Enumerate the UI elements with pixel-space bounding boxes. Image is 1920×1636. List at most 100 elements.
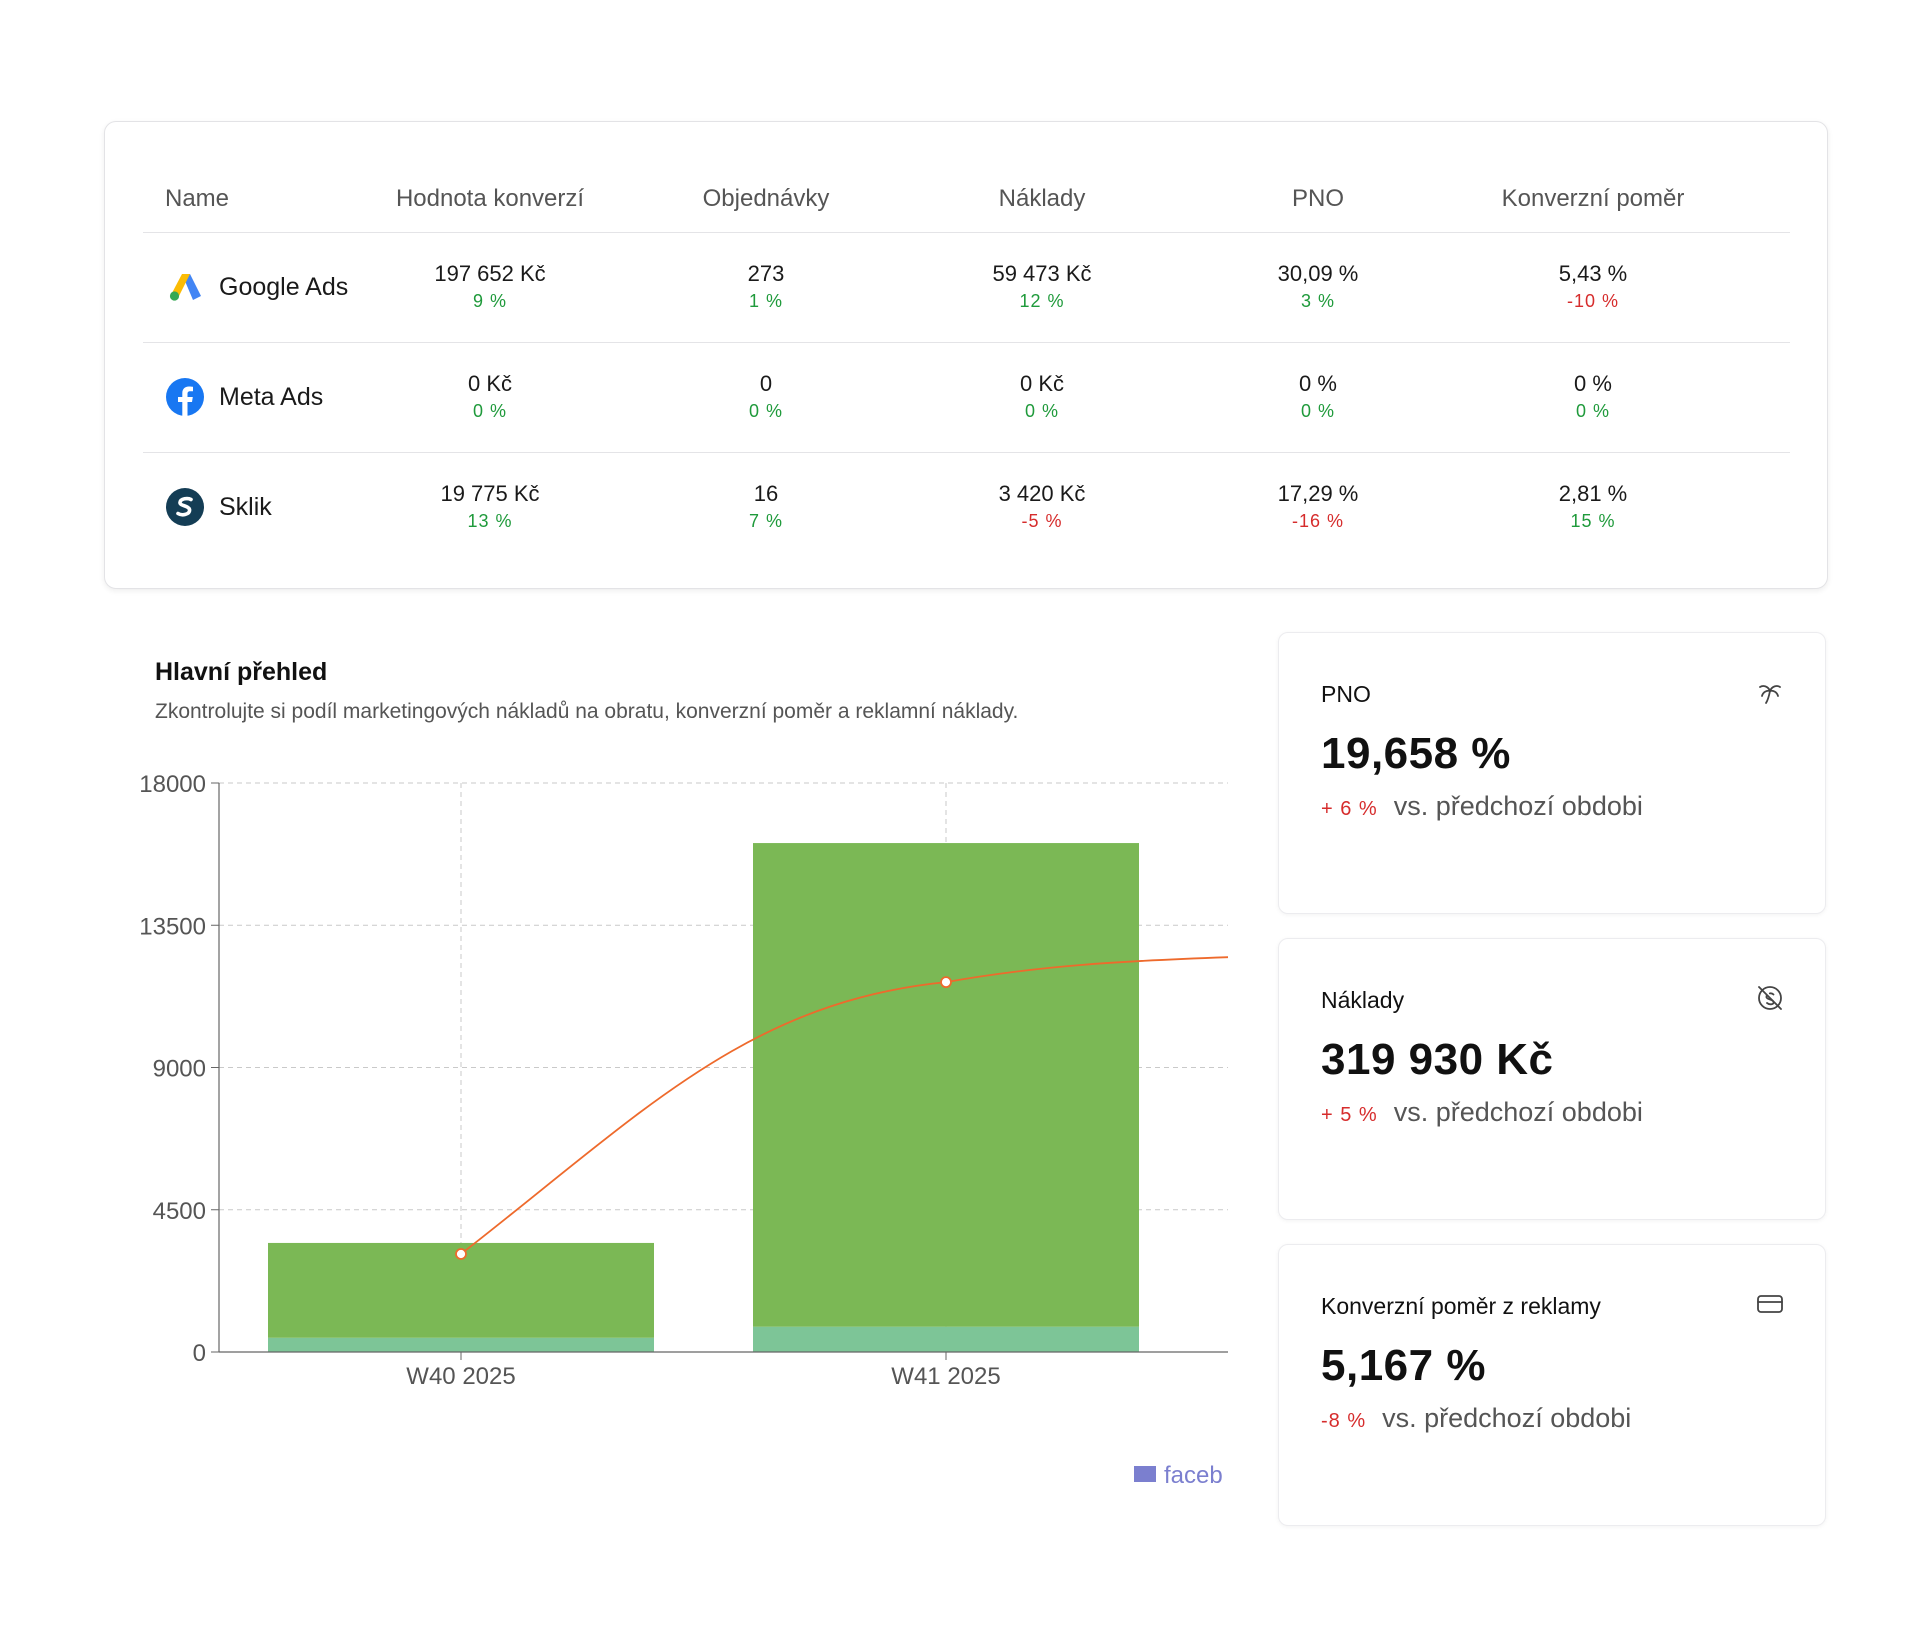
costs-cell: 3 420 Kč -5 %: [962, 480, 1122, 534]
conversion-rate-value: 5,43 %: [1558, 261, 1628, 286]
x-tick-label: W41 2025: [891, 1363, 1000, 1390]
kpi-comparison-label: vs. předchozí obdobi: [1382, 1403, 1632, 1433]
channel-name: Sklik: [219, 492, 272, 521]
kpi-title: Konverzní poměr z reklamy: [1321, 1293, 1601, 1319]
conversion-rate-value: 2,81 %: [1558, 481, 1628, 506]
column-header-conversion-value[interactable]: Hodnota konverzí: [395, 185, 585, 212]
channel-name-cell: Meta Ads: [165, 342, 323, 452]
column-header-costs[interactable]: Náklady: [998, 185, 1086, 212]
orders-cell: 273 1 %: [686, 260, 846, 314]
y-tick-label: 13500: [139, 913, 206, 940]
pno-value: 17,29 %: [1277, 481, 1359, 506]
overview-chart: 0 4500 9000 13500 18000 W40 2025 W41 2025 faceb: [139, 771, 1228, 1489]
conversion-value-change: 13 %: [467, 511, 513, 531]
conversion-rate-cell: 5,43 % -10 %: [1513, 260, 1673, 314]
conversion-rate-change: 15 %: [1570, 511, 1616, 531]
kpi-change: -8 % vs. předchozí obdobi: [1321, 1403, 1631, 1434]
kpi-change: + 6 % vs. předchozí obdobi: [1321, 791, 1643, 822]
table-row[interactable]: Sklik 19 775 Kč 13 % 16 7 % 3 420 Kč -5 …: [143, 452, 1790, 562]
table-row[interactable]: Google Ads 197 652 Kč 9 % 273 1 % 59 473…: [143, 232, 1790, 343]
pno-cell: 0 % 0 %: [1238, 370, 1398, 424]
costs-change: 12 %: [1019, 291, 1065, 311]
kpi-card-costs: Náklady 319 930 Kč + 5 % vs. předchozí o…: [1278, 938, 1826, 1220]
bar: [753, 843, 1139, 1327]
channel-name-cell: Sklik: [165, 452, 272, 562]
pno-value: 0 %: [1299, 371, 1337, 396]
costs-value: 59 473 Kč: [992, 261, 1092, 286]
orders-value: 0: [759, 371, 773, 396]
kpi-value: 319 930 Kč: [1321, 1035, 1554, 1084]
y-tick-label: 4500: [153, 1198, 206, 1225]
conversion-rate-change: -10 %: [1566, 291, 1620, 311]
costs-value: 3 420 Kč: [998, 481, 1086, 506]
channel-name: Meta Ads: [219, 382, 324, 411]
channels-table-card: Name Hodnota konverzí Objednávky Náklady…: [104, 121, 1828, 589]
kpi-change: + 5 % vs. předchozí obdobi: [1321, 1097, 1643, 1128]
conversion-value-change: 0 %: [472, 401, 508, 421]
pno-value: 30,09 %: [1277, 261, 1359, 286]
column-header-name[interactable]: Name: [165, 185, 230, 212]
pno-change: -16 %: [1291, 511, 1345, 531]
orders-cell: 0 0 %: [686, 370, 846, 424]
kpi-delta: -8 %: [1321, 1410, 1367, 1432]
column-header-pno[interactable]: PNO: [1291, 185, 1344, 212]
chart-title: Hlavní přehled: [155, 658, 328, 686]
y-tick-label: 18000: [139, 771, 206, 798]
channel-name-cell: Google Ads: [165, 232, 348, 342]
pno-cell: 17,29 % -16 %: [1238, 480, 1398, 534]
costs-value: 0 Kč: [1019, 371, 1065, 396]
conversion-value: 197 652 Kč: [434, 261, 546, 286]
column-header-conversion-rate[interactable]: Konverzní poměr: [1501, 185, 1685, 212]
costs-change: 0 %: [1024, 401, 1060, 421]
kpi-comparison-label: vs. předchozí obdobi: [1393, 1097, 1643, 1127]
conversion-rate-change: 0 %: [1575, 401, 1611, 421]
overview-chart-card: Hlavní přehled Zkontrolujte si podíl mar…: [104, 628, 1228, 1520]
orders-change: 1 %: [748, 291, 784, 311]
line-point: [455, 1248, 467, 1260]
kpi-card-pno: PNO 19,658 % + 6 % vs. předchozí obdobi: [1278, 632, 1826, 914]
conversion-value: 19 775 Kč: [440, 481, 540, 506]
costs-cell: 59 473 Kč 12 %: [962, 260, 1122, 314]
google-ads-icon: [165, 267, 205, 307]
sklik-icon: [165, 487, 205, 527]
conversion-rate-cell: 0 % 0 %: [1513, 370, 1673, 424]
kpi-delta: + 6 %: [1321, 798, 1378, 820]
pno-change: 0 %: [1300, 401, 1336, 421]
table-row[interactable]: Meta Ads 0 Kč 0 % 0 0 % 0 Kč 0 % 0 % 0 %…: [143, 342, 1790, 453]
orders-change: 0 %: [748, 401, 784, 421]
coin-off-icon: [1755, 983, 1785, 1013]
conversion-value-cell: 0 Kč 0 %: [410, 370, 570, 424]
kpi-value: 5,167 %: [1321, 1341, 1486, 1390]
orders-value: 16: [753, 481, 779, 506]
line-series: [460, 956, 1228, 1255]
bar: [268, 1337, 654, 1352]
y-tick-label: 0: [193, 1340, 206, 1367]
meta-icon: [165, 377, 205, 417]
credit-card-icon: [1755, 1289, 1785, 1319]
line-point: [940, 976, 952, 989]
kpi-title: Náklady: [1321, 987, 1405, 1013]
legend-swatch: [1134, 1466, 1156, 1482]
kpi-delta: + 5 %: [1321, 1104, 1378, 1126]
y-tick-label: 9000: [153, 1056, 206, 1083]
conversion-rate-value: 0 %: [1574, 371, 1612, 396]
kpi-comparison-label: vs. předchozí obdobi: [1393, 791, 1643, 821]
palm-tree-icon: [1755, 677, 1785, 707]
pno-cell: 30,09 % 3 %: [1238, 260, 1398, 314]
conversion-rate-cell: 2,81 % 15 %: [1513, 480, 1673, 534]
conversion-value-cell: 197 652 Kč 9 %: [410, 260, 570, 314]
channel-name: Google Ads: [219, 272, 349, 301]
table-header: Name Hodnota konverzí Objednávky Náklady…: [143, 162, 1790, 233]
column-header-orders[interactable]: Objednávky: [702, 185, 830, 212]
orders-change: 7 %: [748, 511, 784, 531]
pno-change: 3 %: [1300, 291, 1336, 311]
costs-cell: 0 Kč 0 %: [962, 370, 1122, 424]
orders-cell: 16 7 %: [686, 480, 846, 534]
orders-value: 273: [747, 261, 785, 286]
costs-change: -5 %: [1021, 511, 1063, 531]
kpi-card-conversion-rate: Konverzní poměr z reklamy 5,167 % -8 % v…: [1278, 1244, 1826, 1526]
conversion-value: 0 Kč: [467, 371, 513, 396]
kpi-title: PNO: [1321, 681, 1371, 707]
conversion-value-cell: 19 775 Kč 13 %: [410, 480, 570, 534]
kpi-value: 19,658 %: [1321, 729, 1511, 778]
